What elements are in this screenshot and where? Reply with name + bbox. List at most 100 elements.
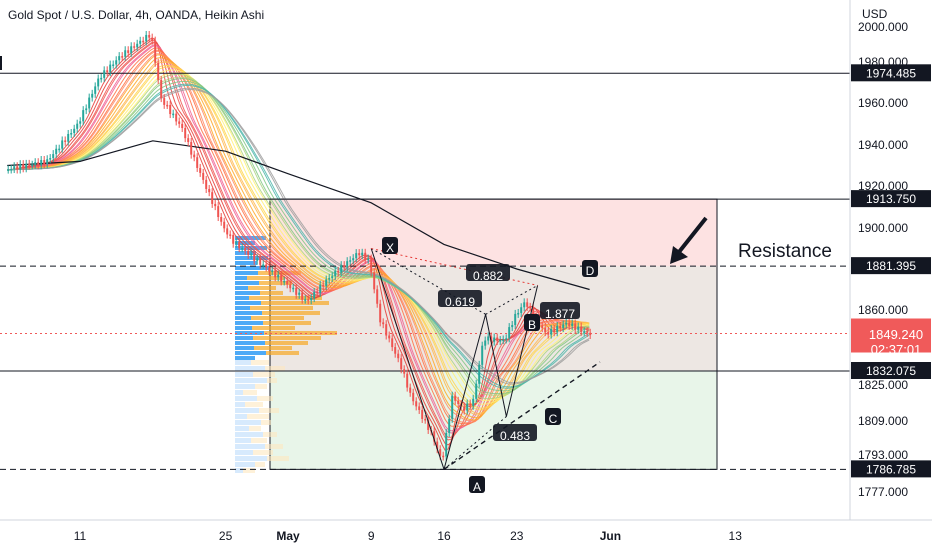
candle [529, 306, 532, 309]
ribbon-line [7, 66, 590, 409]
candle [589, 332, 592, 336]
candle [289, 284, 292, 289]
profile-bar [253, 450, 273, 455]
candle [196, 157, 199, 168]
pattern-ratio-line [371, 248, 538, 286]
profile-bar [266, 351, 299, 355]
candle [214, 203, 217, 207]
candle [385, 324, 388, 336]
candle [307, 299, 310, 301]
last-price-label: 1849.240 [869, 327, 923, 342]
profile-bar [235, 378, 267, 383]
candle [502, 339, 505, 341]
profile-bar [235, 432, 263, 437]
candle [415, 401, 418, 407]
candle [178, 121, 181, 124]
candle [493, 337, 496, 342]
level-tag-label: 1881.395 [866, 259, 916, 273]
candle [568, 322, 571, 326]
candle [580, 326, 583, 332]
profile-bar [235, 356, 255, 360]
point-label-a: A [473, 480, 481, 494]
candle [274, 270, 277, 278]
candle [112, 64, 115, 66]
candle [85, 108, 88, 111]
candle [523, 302, 526, 308]
candle [379, 303, 382, 323]
profile-bar [235, 301, 261, 305]
candle [469, 403, 472, 406]
candle [286, 280, 289, 285]
candle [175, 113, 178, 122]
candle [340, 265, 343, 273]
candle [16, 166, 19, 170]
profile-bar [250, 306, 313, 310]
candle [130, 46, 133, 53]
profile-bar [235, 414, 247, 419]
candle [448, 418, 451, 433]
x-tick-label: 11 [74, 529, 87, 543]
y-tick-label: 1900.000 [858, 221, 908, 235]
ratio-label: 1.877 [545, 307, 575, 321]
ribbon-line [7, 57, 590, 419]
candle [544, 328, 547, 333]
profile-bar [235, 261, 257, 265]
candle [79, 121, 82, 124]
candle [457, 400, 460, 404]
candle [28, 163, 31, 166]
candle [412, 392, 415, 402]
candle [292, 287, 295, 290]
candle [514, 313, 517, 326]
candle [19, 164, 22, 170]
profile-bar [259, 281, 292, 285]
resistance-arrow [670, 216, 708, 264]
candle [463, 406, 466, 411]
profile-bar [235, 321, 263, 325]
candle [427, 419, 430, 430]
candle [325, 279, 328, 287]
level-lines [0, 72, 850, 470]
candle [238, 241, 241, 249]
profile-bar [235, 331, 264, 335]
level-tag-label: 1974.485 [866, 66, 916, 80]
pattern-ratio-line [443, 416, 507, 470]
candle [31, 164, 34, 167]
candle [100, 77, 103, 80]
candle [367, 258, 370, 261]
candle [82, 110, 85, 122]
candle [310, 298, 313, 301]
candle [298, 292, 301, 295]
point-label-b: B [528, 318, 536, 332]
profile-bar [235, 296, 249, 300]
candle [454, 395, 457, 401]
time-axis[interactable]: 11 25 May 9 16 23 Jun 13 [74, 529, 742, 543]
ribbon-line [7, 69, 590, 405]
candle [337, 270, 340, 273]
candle [55, 148, 58, 155]
candle [268, 267, 271, 272]
candle [586, 331, 589, 333]
candle [559, 325, 562, 329]
ribbon-line [7, 39, 590, 446]
candle [487, 336, 490, 341]
candles-layer [7, 30, 592, 461]
profile-bar [249, 296, 322, 300]
profile-bar [264, 331, 337, 335]
candle [331, 276, 334, 279]
candle [361, 252, 364, 256]
y-tick-label: 1860.000 [858, 303, 908, 317]
ratio-label: 0.882 [473, 269, 503, 283]
candle [328, 278, 331, 280]
profile-bar [235, 468, 243, 473]
profile-bar [251, 438, 267, 443]
candle [172, 113, 175, 116]
candle [136, 43, 139, 48]
candle [193, 154, 196, 158]
candle [43, 160, 46, 165]
trend-line [443, 361, 601, 470]
profile-bar [253, 336, 321, 340]
candle [505, 338, 508, 340]
y-tick-label: 1920.000 [858, 179, 908, 193]
profile-bar [235, 266, 269, 270]
